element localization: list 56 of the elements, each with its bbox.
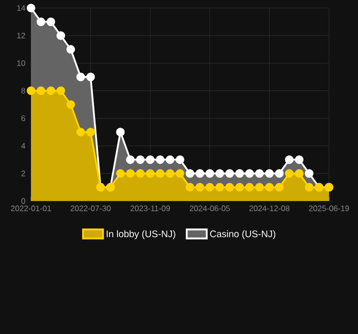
point: [304, 169, 314, 178]
point: [176, 155, 184, 164]
point: [186, 182, 194, 192]
point: [46, 17, 56, 26]
point: [156, 169, 164, 178]
point: [166, 169, 174, 178]
point: [116, 128, 125, 136]
point: [26, 4, 36, 12]
point: [196, 182, 204, 192]
point: [36, 86, 46, 96]
point: [136, 155, 145, 164]
point: [265, 182, 274, 192]
point: [245, 182, 254, 192]
point: [166, 155, 174, 164]
point: [284, 169, 294, 178]
point: [86, 128, 95, 136]
point: [26, 86, 36, 96]
point: [235, 182, 244, 192]
point: [235, 169, 244, 178]
point: [116, 169, 125, 178]
point: [86, 72, 95, 82]
legend-label: In lobby (US-NJ): [106, 230, 176, 240]
point: [66, 45, 76, 54]
point: [36, 17, 46, 26]
point: [284, 155, 294, 164]
point: [196, 169, 204, 178]
point: [255, 182, 264, 192]
point: [66, 100, 76, 109]
point: [265, 169, 274, 178]
point: [294, 169, 304, 178]
point: [56, 86, 66, 96]
point: [126, 155, 135, 164]
point: [275, 182, 284, 192]
point: [304, 182, 314, 192]
point: [225, 169, 234, 178]
point: [76, 72, 85, 82]
point: [126, 169, 135, 178]
point: [225, 182, 234, 192]
point: [146, 155, 154, 164]
point: [156, 155, 164, 164]
point: [146, 169, 154, 178]
point: [206, 182, 214, 192]
point: [136, 169, 145, 178]
point: [275, 169, 284, 178]
legend-label: Casino (US-NJ): [210, 230, 276, 240]
point: [255, 169, 264, 178]
point: [215, 169, 224, 178]
point: [46, 86, 56, 96]
point: [215, 182, 224, 192]
point: [76, 128, 85, 136]
point: [176, 169, 184, 178]
point: [186, 169, 194, 178]
point: [294, 155, 304, 164]
point: [56, 31, 66, 40]
point: [206, 169, 214, 178]
point: [245, 169, 254, 178]
